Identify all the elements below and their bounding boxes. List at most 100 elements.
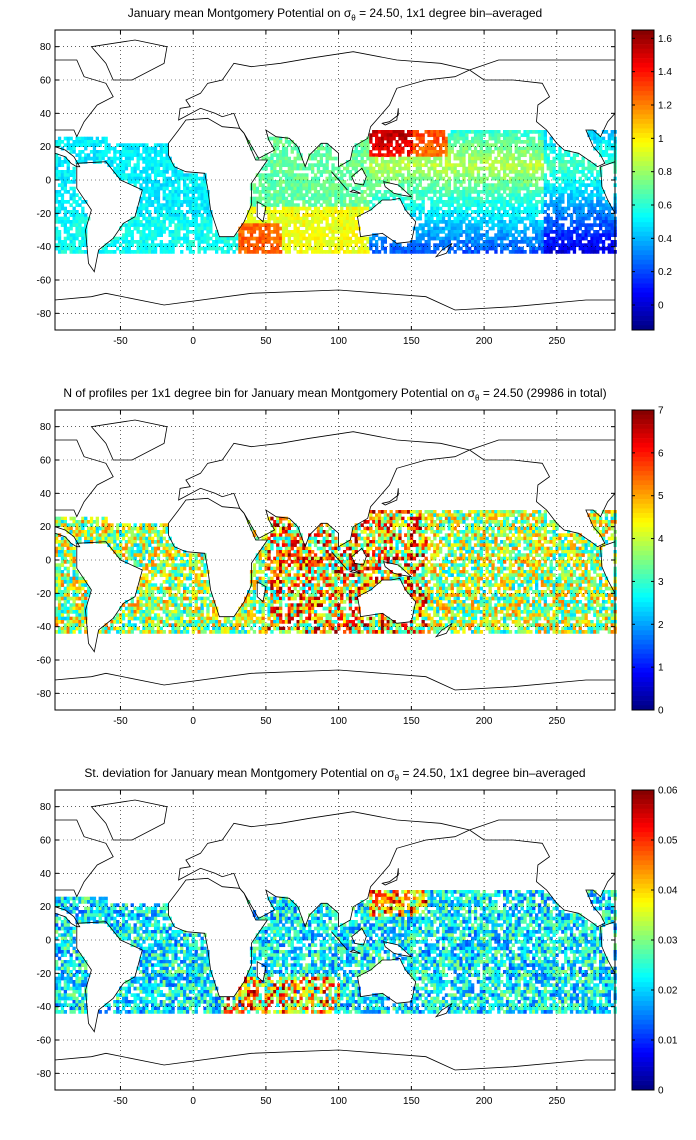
data-cell [354,196,358,201]
data-cell [316,230,321,234]
data-cell [328,226,332,231]
data-cell [500,523,504,528]
data-cell [444,210,449,214]
data-cell [476,140,481,144]
data-cell [450,226,454,231]
data-cell [529,206,533,211]
data-cell [337,226,341,231]
data-cell [465,206,469,211]
data-cell [471,250,475,254]
data-cell [162,530,166,534]
data-cell [523,240,527,244]
data-cell [188,203,193,208]
data-cell [311,220,315,224]
data-cell [415,183,420,188]
data-cell [450,220,454,224]
data-cell [497,170,501,174]
data-cell [276,140,280,144]
data-cell [503,530,507,534]
data-cell [433,170,437,174]
data-cell [375,153,379,158]
data-cell [561,213,565,218]
data-cell [494,520,498,524]
data-cell [535,526,539,531]
data-cell [104,250,108,254]
data-cell [121,160,126,164]
data-cell [427,240,431,244]
data-cell [183,180,187,184]
data-cell [84,530,88,534]
data-cell [596,190,600,194]
data-cell [456,196,460,201]
data-cell [148,243,152,248]
data-cell [430,516,434,521]
data-cell [389,140,393,144]
data-cell [78,530,82,534]
data-cell [357,150,361,154]
data-cell [281,240,286,244]
data-cell [459,180,463,184]
data-cell [497,216,501,221]
data-cell [447,133,452,138]
data-cell [543,153,548,158]
data-cell [354,213,358,218]
data-cell [601,233,606,238]
data-cell [494,250,498,254]
data-cell [81,226,85,231]
data-cell [596,143,600,148]
data-cell [456,200,460,204]
data-cell [203,180,207,184]
data-cell [540,163,545,168]
data-cell [558,150,562,154]
data-cell [473,510,478,514]
data-cell [287,246,292,251]
data-cell [57,523,62,528]
data-cell [177,170,181,174]
data-cell [313,243,318,248]
data-cell [136,156,140,161]
data-cell [587,226,591,231]
data-cell [197,226,201,231]
data-cell [325,160,329,164]
data-cell [101,250,105,254]
data-cell [398,173,402,178]
data-cell [593,183,597,188]
data-cell [430,160,434,164]
data-cell [514,220,518,224]
data-cell [599,240,603,244]
data-cell [127,173,132,178]
data-cell [433,136,437,141]
data-cell [351,240,356,244]
data-cell [351,226,356,231]
data-cell [447,240,452,244]
data-cell [485,156,489,161]
data-cell [453,520,457,524]
data-cell [89,530,94,534]
data-cell [456,230,460,234]
data-cell [532,163,536,168]
data-cell [375,146,379,151]
data-cell [418,226,422,231]
data-cell [427,146,431,151]
data-cell [380,163,385,168]
data-cell [75,203,79,208]
data-cell [372,176,376,181]
data-cell [360,153,364,158]
data-cell [584,173,588,178]
data-cell [148,146,152,151]
data-cell [471,240,475,244]
data-cell [57,190,62,194]
data-cell [197,206,201,211]
data-cell [587,203,591,208]
data-cell [535,520,539,524]
data-cell [610,160,614,164]
data-cell [72,213,76,218]
data-cell [593,203,597,208]
data-cell [575,153,580,158]
data-cell [206,230,210,234]
data-cell [558,170,562,174]
data-cell [343,180,347,184]
data-cell [63,180,68,184]
data-cell [81,136,85,141]
data-cell [299,190,303,194]
